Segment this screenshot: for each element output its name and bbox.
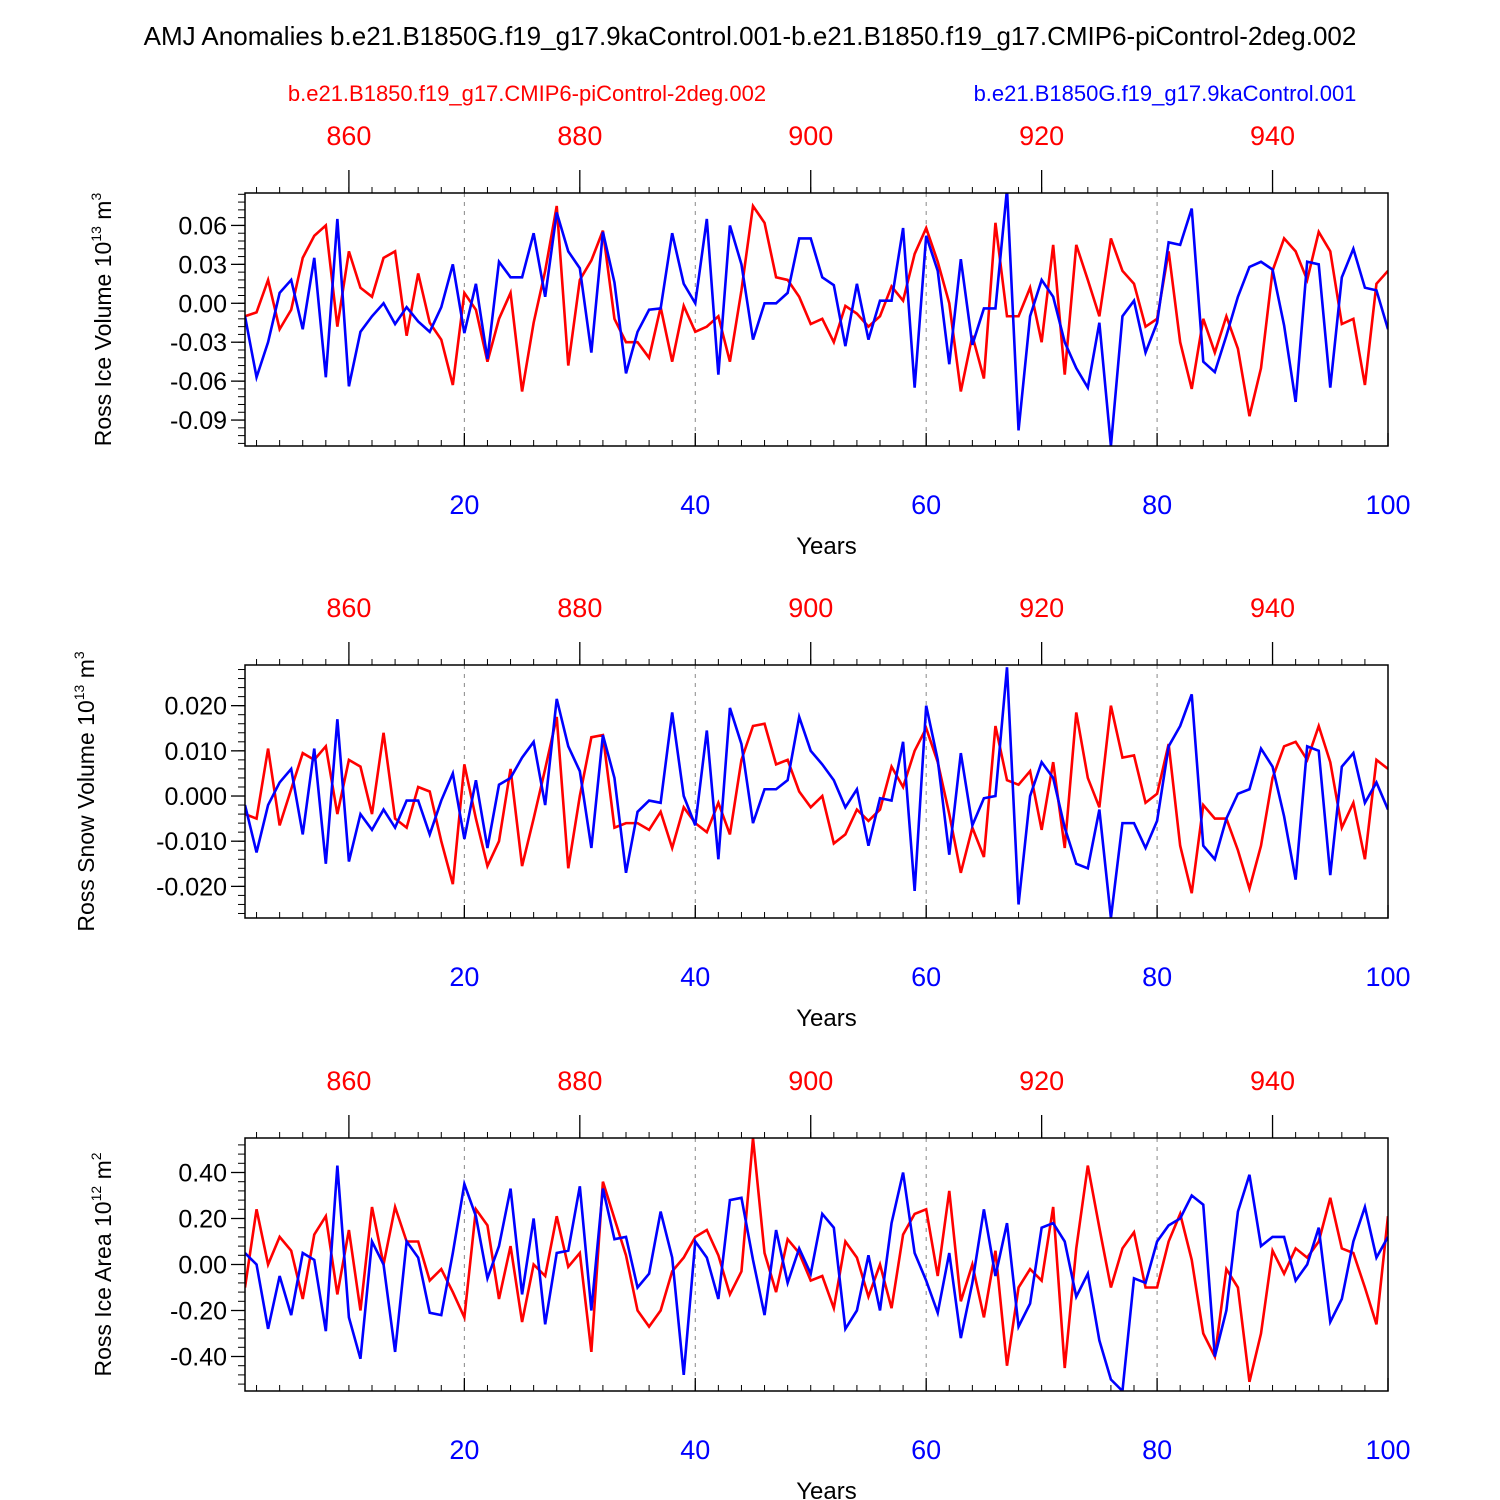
- y-axis-label-exponent: 3: [71, 651, 87, 659]
- x-tick-label-bottom: 60: [911, 490, 941, 520]
- x-tick-label-bottom: 60: [911, 1435, 941, 1465]
- legend-left: b.e21.B1850.f19_g17.CMIP6-piControl-2deg…: [288, 81, 766, 106]
- x-tick-label-top: 920: [1019, 121, 1064, 151]
- y-axis-label-part: m: [73, 659, 99, 685]
- y-tick-label: 0.020: [164, 693, 227, 721]
- y-axis-label-exponent: 3: [88, 193, 104, 201]
- y-tick-label: -0.40: [170, 1344, 227, 1372]
- y-tick-label: 0.010: [164, 738, 227, 766]
- x-tick-label-top: 920: [1019, 593, 1064, 623]
- y-axis-label-part: Ross Snow Volume 10: [73, 700, 99, 931]
- x-tick-label-bottom: 40: [680, 1435, 710, 1465]
- y-tick-label: 0.00: [178, 1252, 227, 1280]
- x-tick-label-top: 880: [557, 1066, 602, 1096]
- x-tick-label-bottom: 80: [1142, 1435, 1172, 1465]
- x-axis-label: Years: [796, 533, 857, 560]
- y-tick-label: -0.03: [170, 329, 227, 357]
- series-group: [245, 667, 1388, 918]
- y-axis-label: Ross Ice Volume 1013 m3: [88, 193, 116, 447]
- y-tick-label: 0.000: [164, 783, 227, 811]
- y-tick-label: 0.40: [178, 1160, 227, 1188]
- x-tick-label-bottom: 40: [680, 490, 710, 520]
- x-tick-label-bottom: 20: [449, 962, 479, 992]
- x-tick-label-top: 920: [1019, 1066, 1064, 1096]
- y-tick-label: -0.20: [170, 1298, 227, 1326]
- x-tick-label-top: 900: [788, 593, 833, 623]
- y-tick-label: 0.00: [178, 290, 227, 318]
- x-tick-label-bottom: 40: [680, 962, 710, 992]
- series-red-line: [245, 1138, 1388, 1383]
- plot-frame: [244, 192, 1389, 447]
- y-axis-label-exponent: 2: [88, 1152, 104, 1160]
- legend-right: b.e21.B1850G.f19_g17.9kaControl.001: [974, 81, 1357, 106]
- x-tick-label-top: 860: [326, 593, 371, 623]
- x-tick-label-bottom: 20: [449, 1435, 479, 1465]
- figure-title: AMJ Anomalies b.e21.B1850G.f19_g17.9kaCo…: [144, 21, 1357, 51]
- y-tick-label: 0.20: [178, 1206, 227, 1234]
- x-tick-label-top: 860: [326, 121, 371, 151]
- x-tick-label-bottom: 100: [1365, 490, 1410, 520]
- series-red-line: [245, 202, 1388, 417]
- series-blue-line: [245, 193, 1388, 446]
- x-tick-label-bottom: 100: [1365, 1435, 1410, 1465]
- y-axis-label-part: m: [90, 201, 116, 227]
- y-axis-label-exponent: 12: [88, 1186, 104, 1202]
- x-tick-label-top: 880: [557, 593, 602, 623]
- y-tick-label: -0.06: [170, 368, 227, 396]
- series-blue-line: [245, 1165, 1388, 1391]
- y-tick-label: -0.09: [170, 407, 227, 435]
- y-axis-label: Ross Ice Area 1012 m2: [88, 1152, 116, 1376]
- panel-3: -0.40 -0.20 0.00 0.20 0.40 20 40 60 80 100 860 880 9…: [88, 1066, 1411, 1500]
- y-axis-label-exponent: 13: [88, 226, 104, 242]
- y-axis-label-part: m: [90, 1160, 116, 1186]
- y-tick-label: -0.010: [156, 828, 227, 856]
- series-group: [245, 1138, 1388, 1391]
- panel-1: -0.09 -0.06 -0.03 0.00 0.03 0.06 20 40 60 80 100 86…: [88, 121, 1411, 560]
- y-tick-label: -0.020: [156, 873, 227, 901]
- y-axis-label: Ross Snow Volume 1013 m3: [71, 651, 99, 932]
- x-tick-label-bottom: 60: [911, 962, 941, 992]
- panels: -0.09 -0.06 -0.03 0.00 0.03 0.06 20 40 60 80 100 86…: [71, 121, 1411, 1500]
- x-tick-label-bottom: 80: [1142, 490, 1172, 520]
- y-tick-label: 0.03: [178, 251, 227, 279]
- series-group: [245, 193, 1388, 446]
- x-tick-label-top: 860: [326, 1066, 371, 1096]
- y-tick-label: 0.06: [178, 212, 227, 240]
- x-tick-label-top: 880: [557, 121, 602, 151]
- y-axis-label-exponent: 13: [71, 684, 87, 700]
- x-tick-label-bottom: 80: [1142, 962, 1172, 992]
- x-tick-label-top: 940: [1250, 1066, 1295, 1096]
- x-axis-label: Years: [796, 1478, 857, 1500]
- plot-frame: [244, 664, 1389, 919]
- y-axis-label-part: Ross Ice Area 10: [90, 1201, 116, 1376]
- x-tick-label-top: 940: [1250, 121, 1295, 151]
- x-axis-label: Years: [796, 1005, 857, 1032]
- x-tick-label-top: 900: [788, 121, 833, 151]
- x-tick-label-bottom: 20: [449, 490, 479, 520]
- x-tick-label-bottom: 100: [1365, 962, 1410, 992]
- plot-frame: [244, 1137, 1389, 1392]
- panel-2: -0.020 -0.010 0.000 0.010 0.020 20 40 60 80 100 86…: [71, 593, 1411, 1032]
- x-tick-label-top: 940: [1250, 593, 1295, 623]
- y-axis-label-part: Ross Ice Volume 10: [90, 242, 116, 447]
- series-blue-line: [245, 667, 1388, 918]
- x-tick-label-top: 900: [788, 1066, 833, 1096]
